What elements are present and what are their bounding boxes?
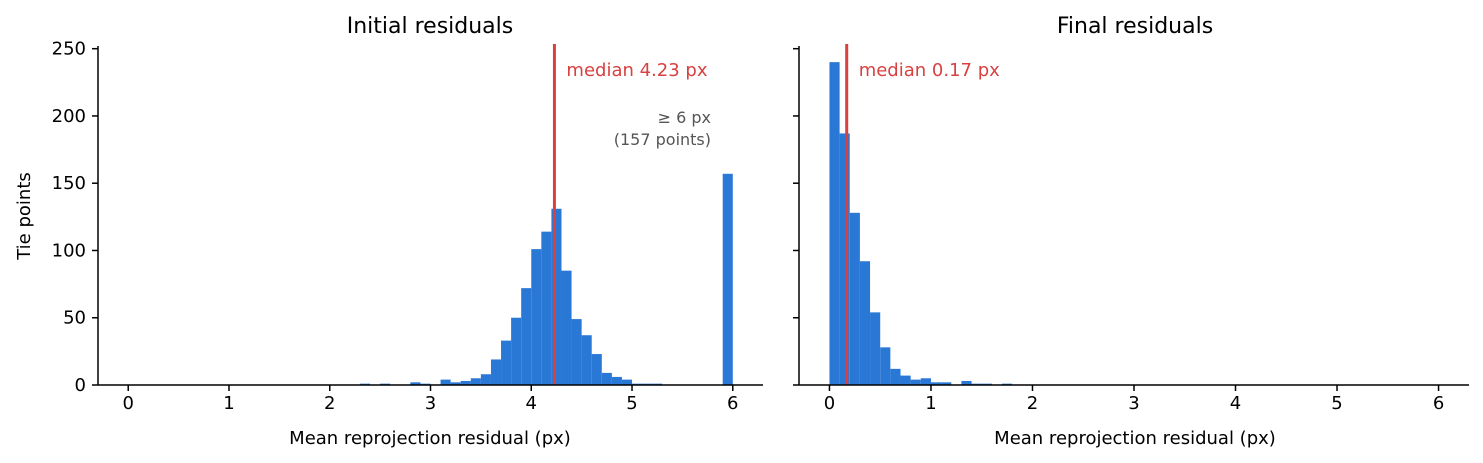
y-tick-label: 50 <box>63 308 86 329</box>
histogram-bar <box>859 261 871 385</box>
outlier-annotation: ≥ 6 px (157 points) <box>614 108 711 149</box>
panel-title: Final residuals <box>1057 14 1213 39</box>
x-tick-label: 1 <box>223 393 234 414</box>
y-tick-label: 100 <box>52 240 86 261</box>
histogram-bar <box>961 380 972 385</box>
bars-final <box>829 62 1013 386</box>
histogram-bar <box>870 312 881 385</box>
histogram-bar <box>849 212 860 385</box>
x-tick-label: 3 <box>425 393 436 414</box>
histogram-bar <box>450 382 461 385</box>
x-tick-label: 5 <box>1331 393 1342 414</box>
x-tick-label: 3 <box>1128 393 1139 414</box>
bars-initial <box>359 173 733 385</box>
axes-final: 0 1 2 3 4 5 6 <box>793 46 1469 414</box>
x-tick-label: 2 <box>324 393 335 414</box>
histogram-bar <box>601 372 612 385</box>
median-label: median 0.17 px <box>859 60 1000 81</box>
histogram-bar <box>930 382 942 385</box>
histogram-bar <box>880 347 891 385</box>
panel-title: Initial residuals <box>347 14 514 39</box>
histogram-bar <box>440 379 451 385</box>
x-tick-label: 6 <box>727 393 738 414</box>
histogram-bar <box>561 270 572 385</box>
histogram-bar <box>920 378 931 385</box>
histogram-bar <box>511 317 522 385</box>
annotation-text: ≥ 6 px <box>658 108 711 127</box>
x-tick-label: 0 <box>123 393 134 414</box>
x-axis-label: Mean reprojection residual (px) <box>289 428 571 449</box>
x-tick-label: 5 <box>626 393 637 414</box>
y-axis-label: Tie points <box>14 172 35 261</box>
x-tick-label: 1 <box>925 393 936 414</box>
axes-initial: 0 1 2 3 4 5 6 0 50 100 150 200 250 <box>52 39 763 414</box>
histogram-bar <box>551 208 562 385</box>
histogram-bar <box>900 375 911 385</box>
histogram-bar <box>521 288 532 385</box>
histogram-bar <box>410 382 421 385</box>
x-tick-label: 6 <box>1433 393 1444 414</box>
histogram-bar <box>480 374 491 385</box>
x-tick-label: 4 <box>1230 393 1241 414</box>
histogram-bar <box>581 335 592 385</box>
y-tick-label: 200 <box>52 106 86 127</box>
histogram-bar <box>621 379 633 385</box>
histogram-bar <box>501 340 512 385</box>
histogram-bar <box>910 379 921 385</box>
y-tick-label: 150 <box>52 173 86 194</box>
annotation-text: (157 points) <box>614 130 711 149</box>
histogram-bar <box>571 319 582 385</box>
histogram-bar <box>490 359 502 385</box>
histogram-bar <box>541 231 552 385</box>
histogram-bar <box>611 376 622 385</box>
histogram-bar <box>470 378 481 385</box>
histogram-bar <box>591 354 602 385</box>
x-tick-label: 0 <box>824 393 835 414</box>
histogram-bar <box>531 249 542 385</box>
x-axis-label: Mean reprojection residual (px) <box>994 428 1276 449</box>
y-tick-label: 250 <box>52 39 86 60</box>
histogram-bar <box>460 380 471 385</box>
histogram-bar <box>941 382 952 385</box>
y-tick-label: 0 <box>75 375 86 396</box>
x-tick-label: 4 <box>526 393 537 414</box>
x-tick-label: 2 <box>1027 393 1038 414</box>
histogram-bar <box>890 368 901 385</box>
panel-final-residuals: Final residuals median 0.17 px 0 1 2 3 4 5 6 M… <box>793 14 1469 449</box>
median-marker-final: median 0.17 px <box>845 44 1000 385</box>
histogram-bar <box>839 133 850 385</box>
panel-initial-residuals: Initial residuals median 4.23 px ≥ 6 px (… <box>52 14 763 449</box>
histogram-bar <box>722 173 733 385</box>
median-label: median 4.23 px <box>566 60 707 81</box>
histogram-bar <box>829 62 840 386</box>
median-marker-initial: median 4.23 px <box>552 44 708 385</box>
